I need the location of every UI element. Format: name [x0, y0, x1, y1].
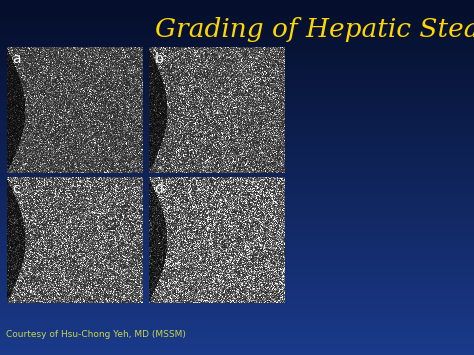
- Text: c: c: [12, 182, 20, 196]
- Text: Courtesy of Hsu-Chong Yeh, MD (MSSM): Courtesy of Hsu-Chong Yeh, MD (MSSM): [6, 330, 186, 339]
- Text: b: b: [155, 52, 164, 66]
- Text: a: a: [12, 52, 21, 66]
- Text: Grading of Hepatic Steatosis: Grading of Hepatic Steatosis: [155, 17, 474, 42]
- Text: d: d: [155, 182, 164, 196]
